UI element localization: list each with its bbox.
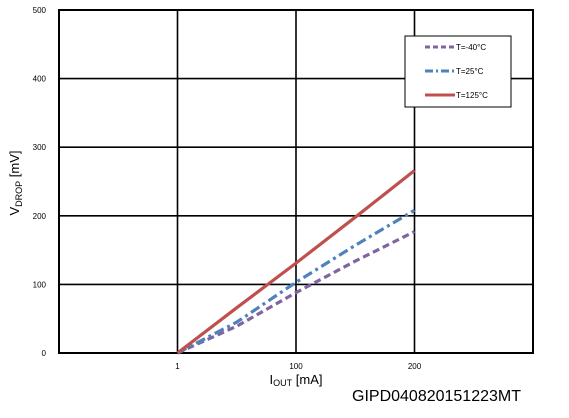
y-tick-label: 400 bbox=[33, 75, 47, 84]
series-line bbox=[176, 230, 416, 355]
series-lines bbox=[176, 169, 416, 355]
legend-label: T=25°C bbox=[456, 67, 484, 76]
y-tick-label: 500 bbox=[33, 6, 47, 15]
x-axis-ticks: 1 100 200 bbox=[175, 362, 421, 371]
series-line bbox=[176, 208, 416, 355]
legend-label: T=125°C bbox=[456, 91, 488, 100]
y-axis-title-main: V bbox=[7, 207, 22, 216]
y-tick-label: 0 bbox=[42, 349, 47, 358]
series-line bbox=[176, 169, 416, 355]
x-tick-label: 100 bbox=[289, 362, 303, 371]
legend: T=-40°C T=25°C T=125°C bbox=[404, 35, 512, 108]
figure-id: GIPD040820151223MT bbox=[352, 388, 521, 405]
y-axis-title-unit: [mV] bbox=[7, 150, 22, 180]
legend-box bbox=[404, 35, 512, 108]
y-axis-title-sub: DROP bbox=[14, 181, 24, 207]
y-axis-title: VDROP [mV] bbox=[7, 150, 24, 215]
legend-label: T=-40°C bbox=[456, 43, 486, 52]
x-tick-label: 200 bbox=[408, 362, 422, 371]
y-tick-label: 200 bbox=[33, 212, 47, 221]
x-axis-title-main: I bbox=[270, 372, 274, 387]
x-tick-label: 1 bbox=[175, 362, 180, 371]
y-tick-label: 100 bbox=[33, 280, 47, 289]
x-axis-title-sub: OUT bbox=[273, 378, 293, 388]
y-tick-label: 300 bbox=[33, 143, 47, 152]
x-axis-title-unit: [mA] bbox=[292, 372, 322, 387]
y-axis-ticks: 0 100 200 300 400 500 bbox=[33, 6, 47, 358]
x-axis-title: IOUT [mA] bbox=[270, 372, 323, 388]
